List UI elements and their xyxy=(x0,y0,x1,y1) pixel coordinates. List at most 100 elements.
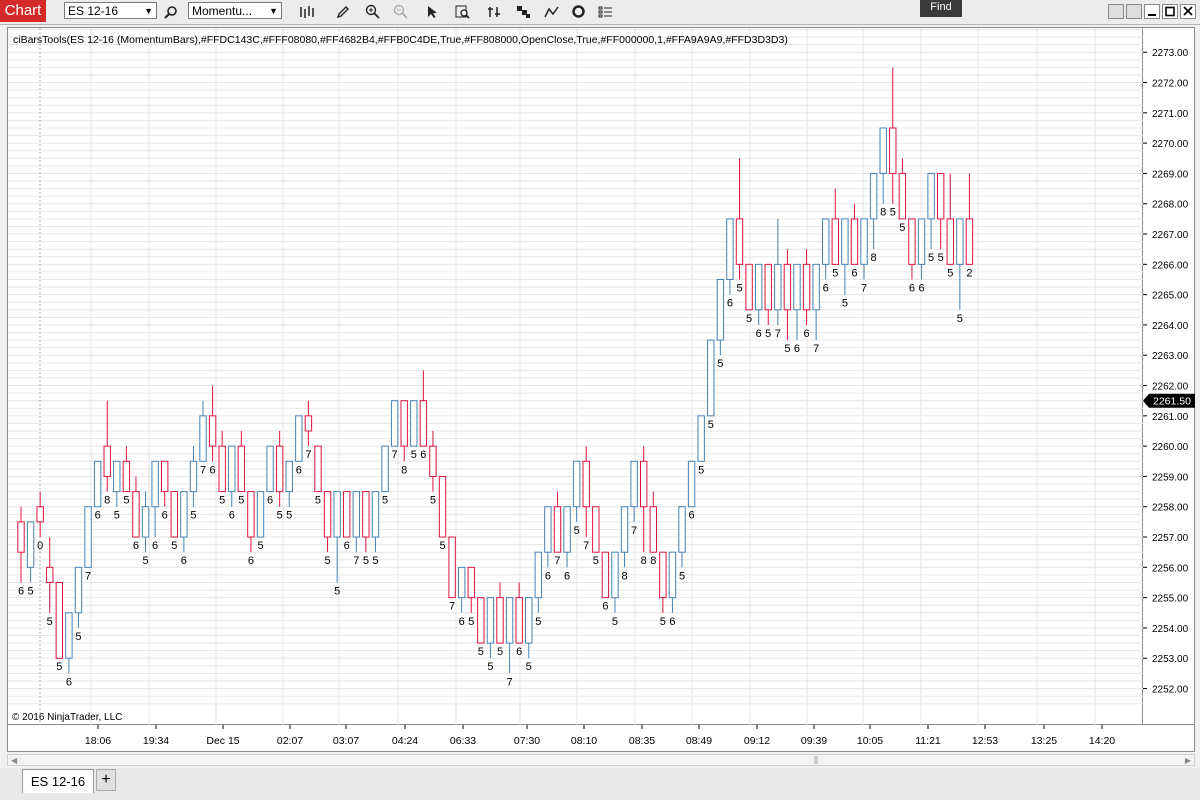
zoom-out-icon[interactable] xyxy=(391,3,409,20)
candle-body xyxy=(486,597,495,644)
properties-icon[interactable] xyxy=(596,3,614,20)
candle: 5 xyxy=(936,172,945,264)
candle: 8 xyxy=(400,400,408,476)
candle-body xyxy=(333,491,341,538)
price-axis[interactable]: 2252.00 2253.00 2254.00 2255.00 2256.00 2257.… xyxy=(1143,27,1195,725)
scroll-right-icon[interactable]: ▶ xyxy=(1184,756,1191,765)
bar-count-label: 5 xyxy=(238,495,244,507)
bar-count-label: 5 xyxy=(957,313,963,325)
candle-body xyxy=(582,460,590,508)
candle: 6 xyxy=(917,218,926,294)
candle: 5 xyxy=(122,446,131,507)
bar-type-icon[interactable] xyxy=(298,3,316,20)
x-tick-label: 11:21 xyxy=(915,735,941,747)
horizontal-scrollbar[interactable]: ◀ ▶ xyxy=(7,754,1195,766)
candle: 6 xyxy=(515,582,523,658)
reload-icon[interactable] xyxy=(569,3,587,20)
bar-count-label: 6 xyxy=(909,282,915,294)
minimize-icon[interactable] xyxy=(1144,4,1160,19)
candle: 5 xyxy=(275,430,284,522)
instrument-value: ES 12-16 xyxy=(68,4,119,18)
y-tick-label: 2267.00 xyxy=(1152,230,1189,241)
instrument-selector[interactable]: ES 12-16 ▼ xyxy=(64,2,157,19)
candle: 6 xyxy=(668,551,677,628)
candle: 5 xyxy=(707,339,715,431)
bar-type-value: Momentu... xyxy=(192,4,253,18)
indicators-icon[interactable] xyxy=(485,3,503,20)
candle: 5 xyxy=(927,172,935,264)
candle: 5 xyxy=(678,506,686,582)
candle-body xyxy=(496,597,504,644)
scroll-thumb[interactable] xyxy=(814,756,818,764)
restore-icon[interactable] xyxy=(1108,4,1124,19)
chevron-down-icon: ▼ xyxy=(144,6,153,16)
candle-body xyxy=(687,460,696,508)
candle-body xyxy=(572,460,581,508)
bar-count-label: 8 xyxy=(621,570,627,582)
bar-count-label: 5 xyxy=(334,585,340,597)
scroll-left-icon[interactable]: ◀ xyxy=(11,756,18,765)
candle: 2 xyxy=(965,173,974,279)
bar-count-label: 6 xyxy=(459,616,465,628)
candle: 5 xyxy=(371,491,380,567)
y-tick-label: 2264.00 xyxy=(1152,321,1189,332)
find-button[interactable]: Find xyxy=(920,0,962,17)
candle-body xyxy=(754,263,763,311)
candle: 6 xyxy=(419,370,428,461)
add-tab-button[interactable]: + xyxy=(96,769,116,791)
zoom-in-icon[interactable] xyxy=(363,3,381,20)
candle-body xyxy=(889,127,897,174)
bar-count-label: 6 xyxy=(95,510,101,522)
candle: 7 xyxy=(390,400,399,461)
candle: 5 xyxy=(141,491,150,567)
bar-count-label: 6 xyxy=(516,646,522,658)
y-tick-label: 2252.00 xyxy=(1152,685,1189,696)
candle-body xyxy=(352,491,361,538)
bar-count-label: 7 xyxy=(353,555,359,567)
candle: 5 xyxy=(592,506,600,567)
candle-body xyxy=(122,460,131,493)
tab-es-12-16[interactable]: ES 12-16 xyxy=(22,769,94,793)
y-tick-label: 2257.00 xyxy=(1152,533,1189,544)
candle-body xyxy=(381,445,389,493)
candle-body xyxy=(898,172,907,220)
candle: 6 xyxy=(563,506,571,582)
time-axis[interactable]: 18:06 19:34 Dec 15 02:07 03:07 04:24 06:33 07:3… xyxy=(7,725,1195,752)
data-box-icon[interactable] xyxy=(453,3,471,20)
bar-count-label: 5 xyxy=(372,555,378,567)
bar-count-label: 5 xyxy=(277,510,283,522)
bar-type-selector[interactable]: Momentu... ▼ xyxy=(188,2,282,19)
candle-body xyxy=(822,218,830,265)
candle: 8 xyxy=(869,172,878,264)
candle: 5 xyxy=(572,460,581,537)
y-tick-label: 2273.00 xyxy=(1152,48,1189,59)
chart-menu-button[interactable]: Chart xyxy=(0,0,46,22)
tile-icon[interactable] xyxy=(1126,4,1142,19)
bar-count-label: 5 xyxy=(28,585,34,597)
bar-count-label: 6 xyxy=(545,570,551,582)
x-tick-label: 19:34 xyxy=(143,735,169,747)
bar-count-label: 5 xyxy=(890,207,896,219)
search-icon[interactable] xyxy=(162,3,180,20)
bar-count-label: 5 xyxy=(832,267,838,279)
candle-body xyxy=(774,263,782,311)
candle: 6 xyxy=(65,612,73,688)
drawing-tools-icon[interactable] xyxy=(542,3,560,20)
draw-pencil-icon[interactable] xyxy=(334,3,352,20)
candle-body xyxy=(869,172,878,220)
bar-count-label: 5 xyxy=(487,661,493,673)
candle-body xyxy=(113,460,121,493)
candle: 7 xyxy=(774,218,782,340)
bar-count-label: 0 xyxy=(37,540,43,552)
pointer-icon[interactable] xyxy=(423,3,441,20)
strategies-icon[interactable] xyxy=(514,3,532,20)
maximize-icon[interactable] xyxy=(1162,4,1178,19)
bar-count-label: 6 xyxy=(727,298,733,310)
candle: 7 xyxy=(448,536,456,613)
candle: 7 xyxy=(582,446,590,552)
x-tick-label: 04:24 xyxy=(392,735,418,747)
close-icon[interactable] xyxy=(1180,4,1196,19)
candle-body xyxy=(553,506,562,553)
